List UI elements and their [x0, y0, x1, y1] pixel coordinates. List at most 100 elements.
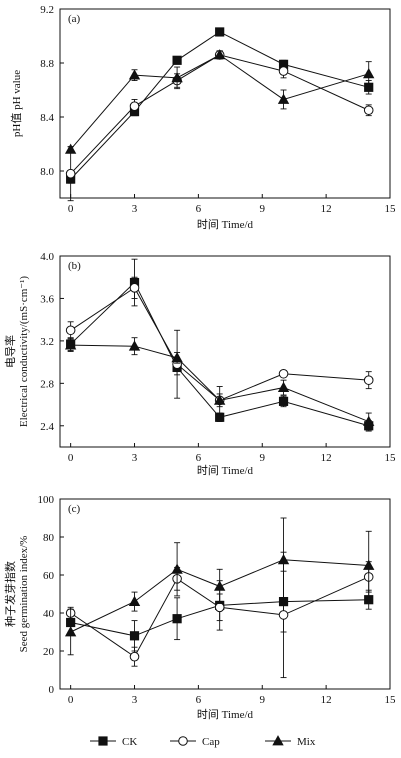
panel-label: (c) [68, 503, 81, 515]
data-point [363, 559, 375, 570]
data-point [65, 168, 76, 179]
chart-panel-2: 0 3 6 9 12 15 2.4 2.8 3.2 3.6 4.0 (b) 时间 Time/d 电导率 El… [3, 251, 396, 477]
data-point [213, 49, 226, 60]
plot-frame [59, 255, 391, 448]
y-axis-label: 电导率 [3, 335, 17, 368]
x-tick-label: 9 [260, 694, 266, 706]
y-tick-label: 8.8 [40, 58, 54, 70]
plot-frame [59, 498, 391, 690]
y-tick-label: 3.2 [40, 336, 54, 348]
y-axis-label: pH值 pH value [10, 70, 23, 137]
y-tick-label: 8.0 [40, 166, 54, 178]
series-line [70, 344, 369, 422]
series-line [70, 559, 369, 633]
data-point [65, 325, 76, 336]
series-line [70, 599, 369, 637]
data-point [129, 631, 140, 641]
data-point [171, 72, 183, 83]
data-point [213, 580, 226, 591]
x-tick-label: 0 [68, 452, 74, 464]
y-axis-label: 种子发芽指数 [3, 561, 17, 627]
y-tick-label: 8.4 [40, 112, 54, 124]
y-tick-label: 2.4 [40, 421, 54, 433]
x-axis-label: 时间 Time/d [197, 464, 254, 477]
series-line [70, 281, 369, 427]
series-mix [64, 517, 375, 656]
chart-panel-1: 0 3 6 9 12 15 8.0 8.4 8.8 9.2 (a) 时间 Time/d pH值 pH v… [10, 4, 396, 231]
data-point [129, 283, 140, 293]
data-point [277, 381, 290, 392]
legend-label: CK [122, 736, 137, 748]
data-point [363, 415, 375, 426]
data-point [278, 66, 289, 76]
x-axis-label: 时间 Time/d [197, 218, 254, 231]
legend-item-ck: CK [90, 736, 137, 748]
y-tick-label: 0 [49, 684, 55, 696]
x-tick-label: 9 [260, 203, 266, 215]
x-tick-label: 12 [321, 203, 332, 215]
x-tick-label: 3 [132, 203, 138, 215]
data-point [171, 563, 183, 574]
y-tick-label: 9.2 [40, 4, 54, 16]
data-point [278, 396, 289, 406]
x-tick-label: 9 [260, 452, 266, 464]
legend-item-mix: Mix [265, 735, 316, 748]
series-line [70, 54, 369, 150]
x-tick-label: 15 [385, 203, 397, 215]
series-cap [65, 50, 374, 202]
y-axis-label: Electrical conductivity/(mS·cm⁻¹) [18, 276, 30, 427]
chart-panel-3: 0 3 6 9 12 15 0 20 40 60 80 100 (c) 时间 Time/d 种子发芽指数 Se… [3, 494, 396, 721]
legend-label: Cap [202, 736, 220, 748]
x-tick-label: 0 [68, 694, 74, 706]
x-tick-label: 6 [196, 452, 202, 464]
y-tick-label: 80 [43, 532, 55, 544]
data-point [215, 27, 225, 37]
data-point [128, 340, 141, 351]
y-tick-label: 100 [38, 494, 55, 506]
x-tick-label: 3 [132, 452, 138, 464]
series-mix [64, 337, 375, 431]
x-tick-label: 6 [196, 694, 202, 706]
data-point [172, 614, 182, 624]
data-point [363, 375, 374, 385]
y-tick-label: 20 [43, 646, 55, 658]
data-point [64, 626, 77, 637]
data-point [277, 93, 290, 104]
legend: CK Cap Mix [90, 735, 316, 748]
legend-marker [178, 736, 188, 746]
data-point [128, 69, 141, 80]
y-axis-label: Seed germination index/% [18, 536, 30, 653]
data-point [128, 595, 141, 606]
x-tick-label: 12 [321, 452, 332, 464]
series-mix [64, 49, 375, 154]
y-tick-label: 60 [43, 570, 55, 582]
data-point [171, 352, 183, 363]
x-tick-label: 15 [385, 452, 397, 464]
plot-frame [59, 8, 391, 199]
x-tick-label: 15 [385, 694, 397, 706]
data-point [277, 553, 290, 565]
panel-label: (a) [68, 13, 81, 25]
y-tick-label: 2.8 [40, 378, 54, 390]
panel-label: (b) [68, 260, 81, 272]
x-axis-label: 时间 Time/d [197, 708, 254, 721]
data-point [363, 67, 375, 79]
data-point [214, 602, 225, 613]
x-tick-label: 0 [68, 203, 74, 215]
x-tick-label: 3 [132, 694, 138, 706]
data-point [278, 610, 289, 620]
series-line [70, 54, 369, 175]
legend-marker [272, 735, 284, 746]
data-point [213, 394, 226, 405]
data-point [278, 368, 289, 379]
series-line [70, 576, 369, 658]
series-line [70, 287, 369, 401]
y-tick-label: 4.0 [40, 251, 54, 263]
data-point [129, 651, 140, 662]
data-point [363, 105, 374, 116]
y-tick-label: 40 [43, 608, 55, 620]
series-line [70, 31, 369, 180]
x-tick-label: 12 [321, 694, 332, 706]
x-tick-label: 6 [196, 203, 202, 215]
